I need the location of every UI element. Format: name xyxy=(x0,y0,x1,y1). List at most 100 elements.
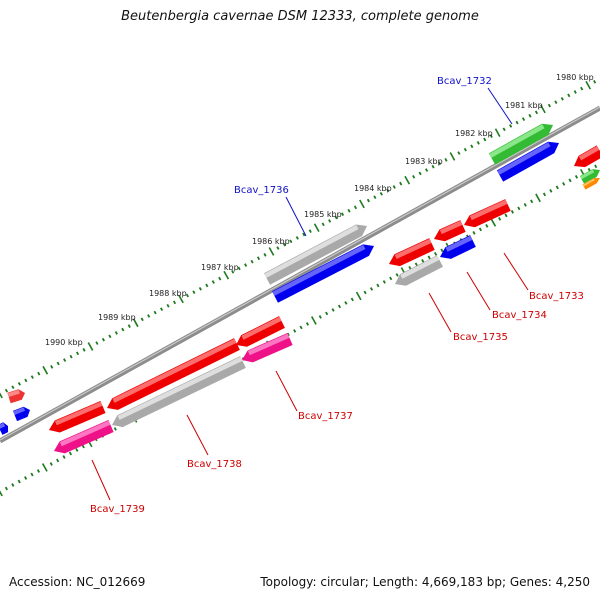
gene-callout-bcav-1733[interactable]: Bcav_1733 xyxy=(504,253,584,302)
outer-minor-tick xyxy=(309,230,311,233)
outer-minor-tick xyxy=(25,379,27,382)
outer-minor-tick xyxy=(12,386,14,389)
outer-minor-tick xyxy=(549,104,551,107)
outer-major-tick xyxy=(496,129,500,137)
inner-minor-tick xyxy=(531,200,533,203)
inner-minor-tick xyxy=(512,210,514,213)
outer-minor-tick xyxy=(116,332,118,335)
inner-minor-tick xyxy=(435,252,437,255)
outer-minor-tick xyxy=(219,277,221,280)
inner-minor-tick xyxy=(556,186,558,189)
outer-minor-tick xyxy=(77,352,79,355)
inner-minor-tick xyxy=(441,249,443,252)
gene-label[interactable]: Bcav_1739 xyxy=(90,504,145,515)
inner-minor-tick xyxy=(518,207,520,210)
gene-callout-bcav-1732[interactable]: Bcav_1732 xyxy=(437,76,512,124)
kbp-tick-track xyxy=(0,80,595,398)
outer-minor-tick xyxy=(484,138,486,141)
outer-minor-tick xyxy=(458,152,460,155)
outer-minor-tick xyxy=(213,281,215,284)
inner-minor-tick xyxy=(326,312,328,315)
inner-minor-tick xyxy=(364,291,366,294)
backbone-line xyxy=(0,108,600,441)
inner-minor-tick xyxy=(544,193,546,196)
outer-minor-tick xyxy=(445,158,447,161)
outer-minor-tick xyxy=(57,362,59,365)
inner-minor-tick xyxy=(416,263,418,266)
kbp-tick-label: 1986 kbp xyxy=(252,237,290,246)
outer-minor-tick xyxy=(594,80,596,83)
inner-minor-tick xyxy=(25,477,27,480)
kbp-tick-labels: 1980 kbp 1981 kbp 1982 kbp 1983 kbp 1984 kbp… xyxy=(45,73,594,347)
gene-label[interactable]: Bcav_1737 xyxy=(298,411,353,422)
gene-label[interactable]: Bcav_1736 xyxy=(234,185,289,196)
gene-label[interactable]: Bcav_1734 xyxy=(492,310,547,321)
inner-minor-tick xyxy=(6,487,8,490)
gene-arrow-edge[interactable] xyxy=(7,389,25,403)
gene-callout-bcav-1739[interactable]: Bcav_1739 xyxy=(90,460,145,515)
backbone-highlight xyxy=(0,107,600,440)
outer-minor-tick xyxy=(64,359,66,362)
kbp-tick-label: 1988 kbp xyxy=(149,289,187,298)
outer-minor-tick xyxy=(167,304,169,307)
callout-leader-line xyxy=(187,415,208,455)
inner-major-tick xyxy=(43,464,47,472)
kbp-tick-label: 1990 kbp xyxy=(45,338,83,347)
outer-minor-tick xyxy=(510,125,512,128)
outer-minor-tick xyxy=(516,121,518,124)
gene-label[interactable]: Bcav_1732 xyxy=(437,76,492,87)
outer-minor-tick xyxy=(465,148,467,151)
gene-arrow-edge[interactable] xyxy=(0,422,8,435)
gene-label[interactable]: Bcav_1735 xyxy=(453,332,508,343)
inner-minor-tick xyxy=(499,217,501,220)
outer-major-tick xyxy=(586,81,590,89)
outer-minor-tick xyxy=(70,355,72,358)
gene-label[interactable]: Bcav_1738 xyxy=(187,459,242,470)
inner-minor-tick xyxy=(396,274,398,277)
outer-major-tick xyxy=(88,343,92,351)
gene-callout-bcav-1738[interactable]: Bcav_1738 xyxy=(187,415,242,470)
outer-minor-tick xyxy=(96,342,98,345)
gene-label[interactable]: Bcav_1733 xyxy=(529,291,584,302)
outer-major-tick xyxy=(269,248,273,256)
inner-minor-tick xyxy=(595,165,597,168)
outer-minor-tick xyxy=(562,97,564,100)
inner-minor-tick xyxy=(505,214,507,217)
kbp-tick-label: 1989 kbp xyxy=(98,313,136,322)
outer-minor-tick xyxy=(141,318,143,321)
outer-minor-tick xyxy=(128,325,130,328)
outer-minor-tick xyxy=(413,175,415,178)
outer-minor-tick xyxy=(174,301,176,304)
gene-callout-bcav-1737[interactable]: Bcav_1737 xyxy=(276,371,353,422)
outer-minor-tick xyxy=(348,209,350,212)
outer-minor-tick xyxy=(322,223,324,226)
inner-minor-tick xyxy=(70,452,72,455)
inner-minor-tick xyxy=(12,484,14,487)
inner-minor-tick xyxy=(371,288,373,291)
inner-minor-tick xyxy=(339,305,341,308)
callout-leader-line xyxy=(429,293,451,332)
gene-arrow-red-minus[interactable] xyxy=(434,220,466,241)
inner-major-tick xyxy=(357,292,361,300)
callout-leader-line xyxy=(467,272,490,310)
outer-minor-tick xyxy=(581,87,583,90)
outer-minor-tick xyxy=(329,220,331,223)
outer-major-tick xyxy=(0,390,2,398)
gene-arrow-edge[interactable] xyxy=(574,145,600,167)
outer-minor-tick xyxy=(19,382,21,385)
inner-major-tick xyxy=(536,194,540,202)
gene-track xyxy=(0,124,600,454)
outer-minor-tick xyxy=(568,94,570,97)
inner-minor-tick xyxy=(115,428,117,431)
inner-minor-tick xyxy=(576,175,578,178)
gene-arrow-edge[interactable] xyxy=(13,407,30,421)
callout-leader-line xyxy=(504,253,528,290)
inner-minor-tick xyxy=(50,463,52,466)
outer-minor-tick xyxy=(374,196,376,199)
gene-arrow-bcav-1733[interactable] xyxy=(464,199,511,227)
inner-minor-tick xyxy=(31,473,33,476)
inner-minor-tick xyxy=(473,231,475,234)
gene-callout-bcav-1736[interactable]: Bcav_1736 xyxy=(234,185,306,236)
outer-major-tick xyxy=(224,271,228,279)
accession-text: Accession: NC_012669 xyxy=(9,575,145,589)
